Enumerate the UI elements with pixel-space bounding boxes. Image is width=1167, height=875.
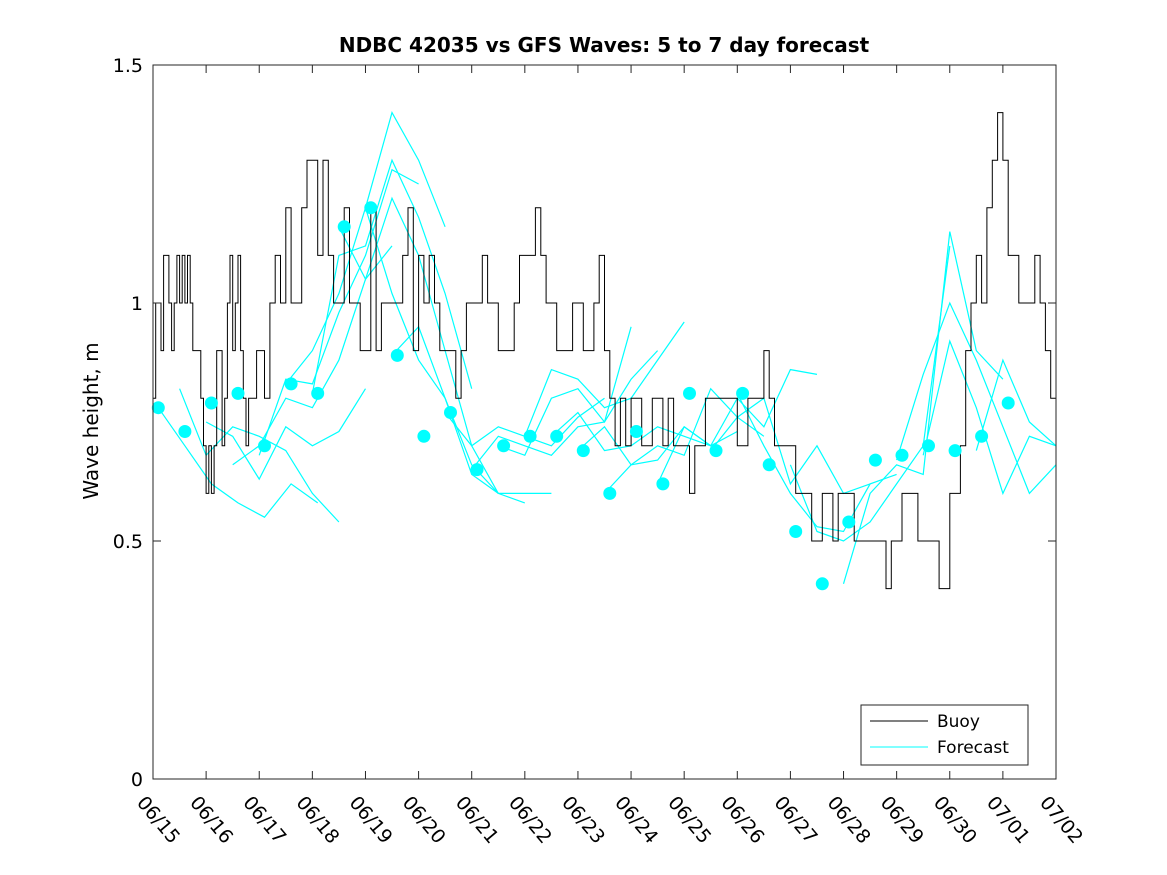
- buoy-series-line: [153, 112, 1057, 590]
- y-tick-label: 1.5: [113, 55, 143, 77]
- forecast-trace-line: [258, 168, 419, 456]
- x-tick-label: 06/22: [504, 792, 556, 848]
- forecast-point: [284, 377, 298, 391]
- forecast-point: [337, 220, 351, 234]
- x-tick-label: 06/23: [557, 792, 609, 848]
- x-tick-label: 06/24: [610, 792, 662, 848]
- forecast-point: [1001, 396, 1015, 410]
- forecast-point: [656, 477, 670, 491]
- forecast-trace-line: [736, 393, 897, 533]
- forecast-trace-line: [842, 231, 1004, 584]
- forecast-trace-line: [498, 350, 659, 457]
- forecast-trace-line: [922, 339, 1057, 496]
- forecast-point: [151, 401, 165, 415]
- legend-label-buoy: Buoy: [937, 712, 980, 732]
- forecast-point: [683, 386, 696, 400]
- forecast-point: [258, 439, 271, 453]
- forecast-point: [789, 525, 803, 538]
- forecast-trace-line: [311, 158, 473, 394]
- forecast-trace-line: [789, 245, 951, 542]
- forecast-point: [204, 396, 218, 410]
- forecast-trace-line: [364, 207, 526, 504]
- x-tick-label: 07/02: [1035, 792, 1087, 848]
- forecast-point: [868, 453, 882, 467]
- x-tick-label: 06/20: [398, 792, 450, 848]
- forecast-trace-line: [604, 387, 765, 494]
- x-tick-label: 06/16: [185, 792, 237, 848]
- forecast-point: [842, 515, 856, 529]
- forecast-point: [762, 458, 776, 472]
- forecast-point: [311, 386, 325, 400]
- forecast-point: [390, 348, 404, 362]
- legend-label-forecast: Forecast: [937, 738, 1009, 758]
- forecast-point: [895, 448, 909, 462]
- forecast-point: [231, 386, 245, 400]
- forecast-trace-line: [205, 388, 367, 481]
- forecast-point: [629, 425, 643, 438]
- forecast-point: [444, 406, 457, 419]
- y-tick-label: 1: [131, 293, 143, 315]
- forecast-trace-line: [157, 407, 319, 518]
- x-tick-label: 06/26: [716, 792, 768, 848]
- forecast-point: [417, 429, 431, 443]
- x-tick-label: 06/18: [292, 792, 344, 848]
- forecast-point: [497, 439, 511, 453]
- forecast-point: [523, 429, 537, 443]
- y-axis-label: Wave height, m: [79, 342, 103, 499]
- forecast-trace-line: [975, 358, 1057, 451]
- forecast-point: [550, 429, 564, 443]
- x-tick-label: 06/17: [238, 792, 290, 848]
- forecast-trace-line: [524, 321, 685, 437]
- forecast-trace-line: [285, 111, 446, 385]
- x-tick-label: 06/28: [823, 792, 875, 848]
- y-tick-label: 0: [131, 769, 143, 791]
- x-tick-label: 06/25: [663, 792, 715, 848]
- plot-area-frame: [152, 64, 1057, 780]
- series-layer: [151, 111, 1057, 591]
- x-tick-label: 06/30: [929, 792, 981, 848]
- forecast-point: [736, 386, 750, 400]
- forecast-point: [815, 577, 829, 591]
- x-tick-label: 06/15: [132, 792, 184, 848]
- chart-title: NDBC 42035 vs GFS Waves: 5 to 7 day fore…: [339, 33, 870, 57]
- forecast-point: [576, 444, 590, 458]
- forecast-point: [948, 444, 962, 458]
- x-tick-label: 06/21: [451, 792, 503, 848]
- x-tick-label: 06/27: [770, 792, 822, 848]
- forecast-point: [178, 425, 192, 438]
- y-tick-label: 0.5: [113, 531, 143, 553]
- x-tick-label: 06/19: [345, 792, 397, 848]
- forecast-point: [975, 429, 989, 443]
- x-tick-label: 07/01: [982, 792, 1034, 848]
- forecast-point: [603, 486, 617, 500]
- forecast-trace-line: [896, 301, 1057, 495]
- forecast-point: [709, 444, 723, 458]
- x-tick-label: 06/29: [876, 792, 928, 848]
- forecast-point: [364, 201, 378, 215]
- legend: Buoy Forecast: [860, 704, 1029, 766]
- legend-box: [860, 704, 1029, 766]
- forecast-point: [922, 439, 935, 453]
- forecast-point: [470, 463, 484, 477]
